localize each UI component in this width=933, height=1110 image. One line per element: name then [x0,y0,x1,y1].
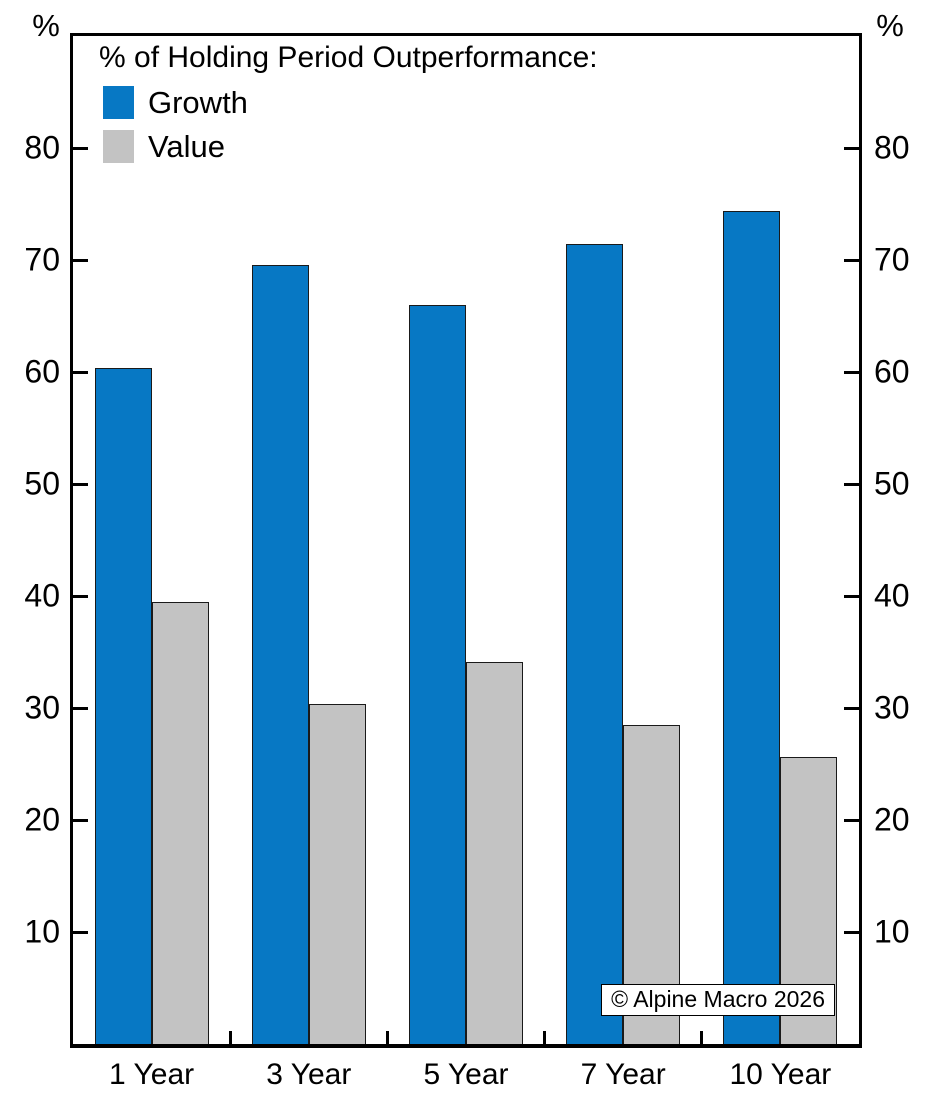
y-axis-tick-right [844,594,859,598]
legend-label-value: Value [148,128,225,164]
y-tick-label-right-20: 20 [874,801,910,838]
chart-title: % of Holding Period Outperformance: [99,41,598,74]
bar-value-3 [466,662,523,1044]
y-tick-label-left-30: 30 [24,689,60,726]
x-axis-tick [385,1031,389,1044]
x-tick-label-4: 7 Year [580,1058,666,1091]
y-axis-tick-right [844,482,859,486]
y-tick-label-right-50: 50 [874,465,910,502]
y-axis-unit-left: % [32,8,60,43]
y-axis-tick-left [73,370,88,374]
y-tick-label-left-80: 80 [24,129,60,166]
x-tick-label-5: 10 Year [729,1058,832,1091]
bar-growth-1 [94,367,152,1044]
y-axis-unit-right: % [876,8,904,43]
y-axis-tick-right [844,258,859,262]
y-tick-label-right-70: 70 [874,241,910,278]
y-axis-tick-left [73,930,88,934]
x-axis-tick [700,1031,704,1044]
legend-row-value: Value [93,128,598,164]
y-axis-tick-left [73,706,88,710]
bar-growth-2 [251,264,309,1044]
y-axis-tick-left [73,818,88,822]
y-axis-tick-left [73,482,88,486]
y-axis-tick-left [73,146,88,150]
legend: % of Holding Period Outperformance: Grow… [93,41,598,164]
y-tick-label-right-80: 80 [874,129,910,166]
y-tick-label-right-40: 40 [874,577,910,614]
x-tick-label-2: 3 Year [266,1058,352,1091]
y-tick-label-left-50: 50 [24,465,60,502]
x-tick-label-3: 5 Year [423,1058,509,1091]
legend-label-growth: Growth [148,84,248,120]
y-axis-tick-left [73,594,88,598]
y-axis-tick-left [73,258,88,262]
y-tick-label-left-70: 70 [24,241,60,278]
y-tick-label-right-60: 60 [874,353,910,390]
legend-row-growth: Growth [93,84,598,120]
y-tick-label-left-60: 60 [24,353,60,390]
x-axis-tick [543,1031,547,1044]
y-tick-label-left-10: 10 [24,913,60,950]
y-axis-tick-right [844,818,859,822]
legend-swatch-growth [103,86,134,119]
bar-growth-4 [566,244,624,1044]
legend-swatch-value [103,130,134,163]
x-tick-label-1: 1 Year [109,1058,195,1091]
y-axis-tick-right [844,370,859,374]
y-tick-label-right-10: 10 [874,913,910,950]
y-tick-label-left-40: 40 [24,577,60,614]
x-axis-tick [228,1031,232,1044]
bar-value-2 [308,703,366,1044]
bar-value-1 [151,601,209,1044]
y-axis-tick-right [844,146,859,150]
y-tick-label-right-30: 30 [874,689,910,726]
y-axis-tick-right [844,706,859,710]
y-axis-tick-right [844,930,859,934]
bar-growth-5 [723,210,781,1044]
plot-area: % of Holding Period Outperformance: Grow… [70,33,862,1048]
y-tick-label-left-20: 20 [24,801,60,838]
bar-growth-3 [409,304,466,1044]
copyright-badge: © Alpine Macro 2026 [601,984,835,1016]
